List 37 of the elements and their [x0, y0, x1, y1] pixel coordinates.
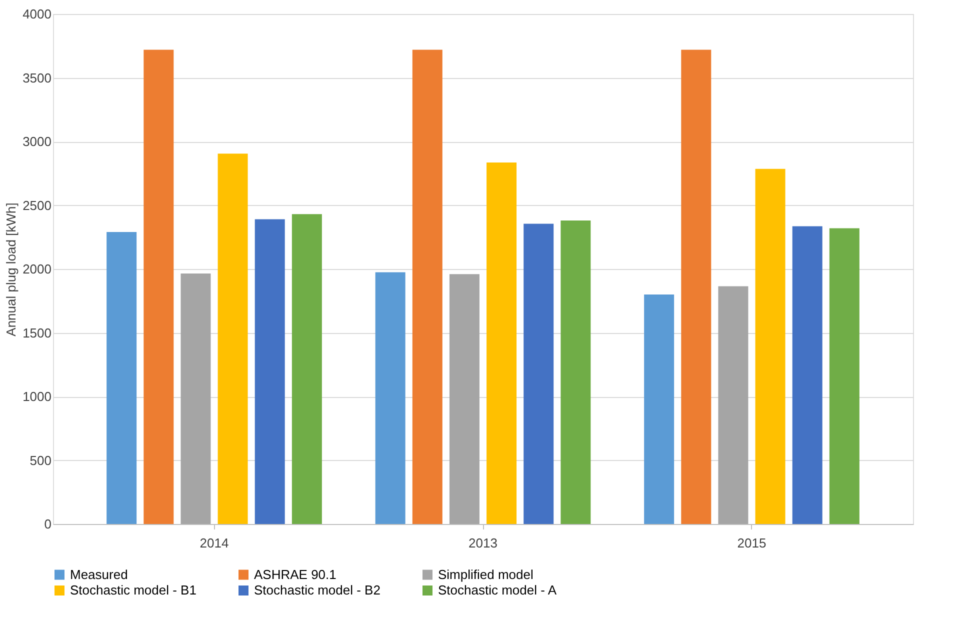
- bar: [375, 272, 406, 524]
- bar: [829, 228, 860, 524]
- bar: [560, 220, 591, 524]
- legend-label: Simplified model: [438, 566, 534, 582]
- x-tick-label: 2014: [200, 536, 229, 550]
- y-tick-label: 4000: [22, 6, 52, 22]
- y-tick-label: 2000: [22, 262, 52, 276]
- legend-label: Stochastic model - B2: [254, 582, 380, 598]
- bar: [449, 274, 480, 524]
- bar: [218, 154, 248, 524]
- y-tick-label: 0: [44, 516, 52, 532]
- bar: [412, 50, 442, 524]
- bar: [644, 294, 674, 524]
- bar: [292, 214, 322, 524]
- legend-label: ASHRAE 90.1: [254, 566, 336, 582]
- y-axis-title: Annual plug load [kWh]: [4, 202, 19, 336]
- bar: [524, 224, 554, 524]
- legend-label: Stochastic model - A: [438, 582, 557, 598]
- y-tick-label: 1000: [22, 389, 52, 404]
- bar: [681, 50, 712, 524]
- legend-label: Measured: [70, 566, 128, 582]
- legend-label: Stochastic model - B1: [70, 582, 196, 598]
- y-tick-label: 1500: [22, 325, 52, 340]
- y-tick-label: 3500: [22, 70, 52, 86]
- bar: [755, 168, 786, 524]
- bar: [106, 232, 137, 524]
- bar: [486, 162, 517, 524]
- x-tick-label: 2013: [468, 536, 498, 550]
- y-tick-label: 500: [30, 452, 52, 468]
- bar: [792, 226, 822, 524]
- y-tick-label: 3000: [22, 134, 52, 149]
- bar: [254, 219, 285, 524]
- bar: [144, 50, 174, 524]
- bar: [180, 273, 211, 524]
- bar: [718, 286, 748, 524]
- y-tick-label: 2500: [22, 198, 52, 213]
- x-tick-label: 2015: [737, 536, 766, 550]
